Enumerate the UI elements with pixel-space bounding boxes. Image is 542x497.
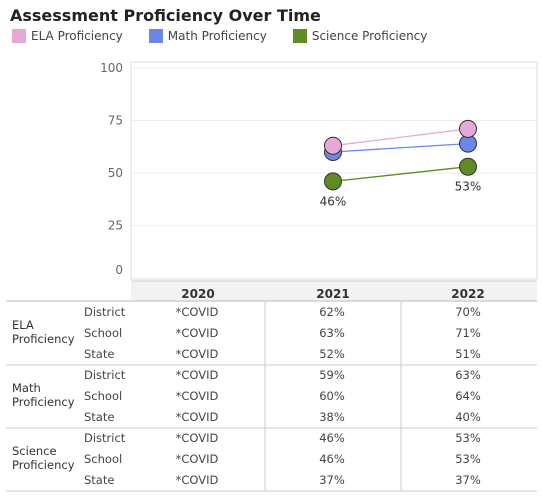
table-cell: 70% [455,305,481,319]
year-header: 2020 [181,287,214,301]
legend-item-math[interactable]: Math Proficiency [148,29,267,43]
table-cell: 37% [319,473,345,487]
row-label: School [84,389,123,403]
year-header-band [131,281,537,301]
row-label: District [84,305,126,319]
table-cell: *COVID [175,473,219,487]
legend-label-science: Science Proficiency [311,29,428,43]
table-cell: 38% [319,410,345,424]
table-cell: *COVID [175,368,219,382]
data-point [324,136,342,155]
legend-swatch-ela [12,29,26,43]
legend: ELA Proficiency Math Proficiency Science… [12,29,453,43]
table-cell: 46% [319,431,345,445]
table-cell: *COVID [175,326,219,340]
y-tick-label: 100 [100,61,123,75]
table-cell: 71% [455,326,481,340]
table-cell: *COVID [175,347,219,361]
row-label: District [84,431,126,445]
table-cell: *COVID [175,452,219,466]
table-cell: 64% [455,389,481,403]
legend-swatch-science [292,29,307,43]
table-cell: *COVID [175,410,219,424]
series-line [332,166,469,183]
row-label: District [84,368,126,382]
table-cell: *COVID [175,305,219,319]
table-cell: 59% [319,368,345,382]
data-point [459,119,477,138]
table-cell: 62% [319,305,345,319]
table-cell: 53% [455,431,481,445]
group-label: Science Proficiency [12,444,75,472]
data-label: 53% [455,180,482,194]
year-header: 2022 [451,287,484,301]
series-line [332,128,469,147]
table-cell: 63% [319,326,345,340]
table-cell: 46% [319,452,345,466]
chart-title: Assessment Proficiency Over Time [10,6,321,25]
table-cell: *COVID [175,389,219,403]
legend-label-math: Math Proficiency [167,29,267,43]
row-label: State [84,410,115,424]
table-cell: 40% [455,410,481,424]
data-point [459,157,477,176]
group-label: ELA Proficiency [12,318,75,346]
row-label: School [84,452,123,466]
series-line [332,142,469,153]
table-cell: *COVID [175,431,219,445]
y-tick-label: 25 [108,219,123,233]
legend-label-ela: ELA Proficiency [31,29,123,43]
year-header: 2021 [316,287,349,301]
legend-item-ela[interactable]: ELA Proficiency [12,29,123,43]
y-tick-label: 0 [115,263,123,277]
table-cell: 63% [455,368,481,382]
table-cell: 53% [455,452,481,466]
table-cell: 60% [319,389,345,403]
data-label: 46% [320,194,347,208]
y-tick-label: 50 [108,166,123,180]
data-point [324,172,342,191]
legend-item-science[interactable]: Science Proficiency [292,29,428,43]
row-label: State [84,347,115,361]
legend-swatch-math [148,29,163,43]
table-cell: 37% [455,473,481,487]
row-label: State [84,473,115,487]
group-label: Math Proficiency [12,381,75,409]
table-cell: 51% [455,347,481,361]
table-cell: 52% [319,347,345,361]
row-label: School [84,326,123,340]
y-tick-label: 75 [108,114,123,128]
